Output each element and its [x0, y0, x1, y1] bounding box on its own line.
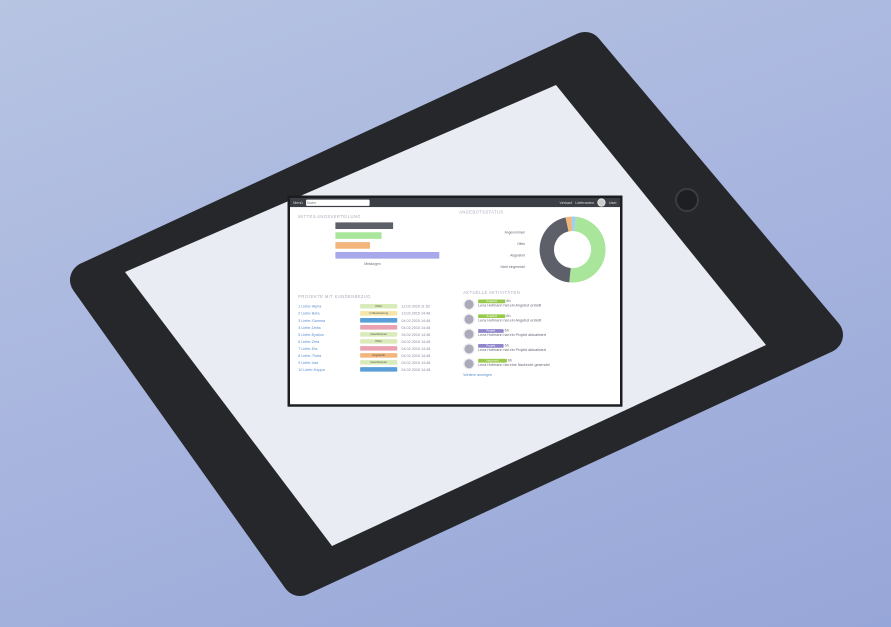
donut-panel: Angebotsstatus Angenommen Offen Abgelehnt N…	[459, 210, 612, 288]
activity-badge: Projekt	[478, 329, 504, 333]
status-badge: Geschlossen	[360, 360, 398, 365]
project-link[interactable]: 6 Liefer-Zeta	[298, 339, 320, 344]
menu-button[interactable]: Menü	[293, 200, 303, 205]
project-link[interactable]: 4 Liefer-Delta	[298, 325, 321, 330]
donut-slice-0[interactable]	[569, 216, 606, 283]
donut-legend-item: Offen	[517, 242, 526, 246]
status-badge: In Bearbeitung	[360, 311, 398, 316]
donut-legend-item: Nicht eingereicht	[500, 265, 526, 269]
user-avatar-icon	[463, 358, 475, 370]
donut-slice-1[interactable]	[539, 217, 571, 283]
donut-slice-2[interactable]	[565, 216, 573, 232]
more-link[interactable]: Weitere anzeigen	[463, 372, 493, 378]
project-link[interactable]: 3 Liefer-Gamma	[298, 318, 326, 323]
status-badge: Offen	[360, 339, 398, 344]
list-item: Projekt 6h Lena Hofmann hat ein Projekt a…	[463, 328, 612, 340]
table-row: 2 Liefer-Beta In Bearbeitung 13.02.2015 14…	[298, 310, 455, 317]
table-row: 4 Liefer-Delta 04.02.2015 14:48	[298, 324, 455, 331]
activity-badge: Angebot	[478, 314, 506, 319]
donut-legend-item: Abgelehnt	[510, 253, 526, 258]
table-row: 1 Liefer-Alpha Offen 12.02.2015 11:52	[298, 303, 455, 310]
table-row: 5 Liefer-Epsilon Geschlossen 04.02.2015 14…	[298, 331, 455, 338]
donut-slice-3[interactable]	[571, 216, 576, 232]
project-link[interactable]: 8 Liefer-Theta	[298, 353, 322, 358]
user-avatar-icon	[463, 313, 475, 326]
project-date: 04.02.2015 14:48	[401, 339, 431, 344]
table-row: 9 Liefer-Iota Geschlossen 04.02.2015 14:48	[298, 359, 455, 366]
project-link[interactable]: 10 Liefer-Kappa	[298, 367, 325, 372]
search-input[interactable]	[305, 199, 370, 206]
project-link[interactable]: 1 Liefer-Alpha	[298, 304, 322, 309]
table-row: 10 Liefer-Kappa 04.02.2015 14:48	[298, 366, 455, 373]
activity-time: 6h	[507, 358, 512, 363]
nav-lieferanten[interactable]: Lieferanten	[575, 200, 595, 205]
list-item: Angebot 6h Lena Hofmann hat ein Angebot e…	[463, 313, 612, 326]
project-date: 04.02.2015 14:48	[401, 318, 431, 323]
project-link[interactable]: 5 Liefer-Epsilon	[298, 332, 325, 337]
donut-title: Angebotsstatus	[459, 210, 504, 215]
activity-text: Lena Hofmann hat eine Nachricht gesendet	[478, 362, 550, 367]
bar-1[interactable]	[335, 232, 382, 239]
avatar[interactable]	[597, 198, 606, 207]
activity-badge: Nachricht	[478, 358, 507, 363]
activities-title: Aktuelle Aktivitäten	[463, 290, 521, 296]
status-badge: Geschlossen	[360, 332, 398, 337]
project-date: 04.02.2015 14:48	[401, 360, 431, 365]
project-date: 04.02.2015 14:48	[401, 367, 431, 372]
status-badge	[360, 346, 398, 351]
bar-0[interactable]	[335, 222, 394, 229]
projects-title: Projekte mit Kundenbezug	[298, 294, 371, 300]
activity-time: 6h	[506, 313, 511, 318]
status-badge	[360, 367, 398, 372]
user-avatar-icon	[463, 328, 475, 340]
list-item: Nachricht 6h Lena Hofmann hat eine Nachri…	[463, 358, 612, 370]
status-badge	[360, 325, 398, 330]
bar-chart-xlabel: Meldungen	[364, 261, 381, 266]
bar-3[interactable]	[335, 252, 440, 259]
table-row: 3 Liefer-Gamma 04.02.2015 14:48	[298, 317, 455, 324]
activity-time: 6h	[504, 343, 509, 348]
list-item: Angebot 6h Lena Hofmann hat ein Angebot e…	[463, 298, 612, 311]
status-badge: Offen	[360, 304, 398, 309]
bar-chart-title: Mitteilungsverteilung	[298, 214, 361, 220]
status-badge: Zugestellt	[360, 353, 398, 358]
bar-2[interactable]	[335, 242, 371, 249]
activity-badge: Projekt	[478, 344, 504, 348]
home-button[interactable]	[675, 188, 699, 212]
table-row: 7 Liefer-Eta 04.02.2015 14:48	[298, 345, 455, 352]
project-date: 04.02.2015 14:48	[401, 353, 431, 358]
activity-text: Lena Hofmann hat ein Angebot erstellt	[478, 318, 542, 323]
dashboard-screen: Menü Verkauf Lieferanten User Mitteilung…	[290, 198, 620, 405]
bar-chart-panel: Mitteilungsverteilung Meldungen	[298, 215, 447, 266]
donut-legend-item: Angenommen	[504, 230, 526, 235]
project-link[interactable]: 9 Liefer-Iota	[298, 360, 319, 365]
top-bar: Menü Verkauf Lieferanten User	[290, 198, 620, 208]
project-date: 04.02.2015 14:48	[401, 325, 431, 330]
activity-text: Lena Hofmann hat ein Projekt aktualisier…	[478, 332, 546, 338]
project-date: 04.02.2015 14:48	[401, 332, 431, 337]
project-date: 13.02.2015 14:48	[401, 311, 431, 316]
table-row: 8 Liefer-Theta Zugestellt 04.02.2015 14:48	[298, 352, 455, 359]
activity-time: 6h	[504, 328, 509, 333]
user-avatar-icon	[463, 298, 475, 311]
project-link[interactable]: 7 Liefer-Eta	[298, 346, 318, 351]
project-date: 12.02.2015 11:52	[401, 304, 431, 309]
table-row: 6 Liefer-Zeta Offen 04.02.2015 14:48	[298, 338, 455, 345]
project-link[interactable]: 2 Liefer-Beta	[298, 311, 320, 316]
user-avatar-icon	[463, 343, 475, 355]
user-name[interactable]: User	[608, 200, 617, 205]
activities-panel: Aktuelle Aktivitäten Angebot 6h Lena Hofm…	[463, 291, 612, 377]
activity-time: 6h	[506, 298, 511, 303]
project-date: 04.02.2015 14:48	[401, 346, 431, 351]
nav-verkauf[interactable]: Verkauf	[559, 200, 573, 205]
list-item: Projekt 6h Lena Hofmann hat ein Projekt a…	[463, 343, 612, 355]
status-badge	[360, 318, 398, 323]
activity-badge: Angebot	[478, 299, 506, 304]
donut-chart	[539, 216, 606, 283]
activity-text: Lena Hofmann hat ein Angebot erstellt	[478, 303, 542, 308]
activity-text: Lena Hofmann hat ein Projekt aktualisier…	[478, 347, 546, 352]
projects-panel: Projekte mit Kundenbezug 1 Liefer-Alpha O…	[298, 295, 455, 373]
